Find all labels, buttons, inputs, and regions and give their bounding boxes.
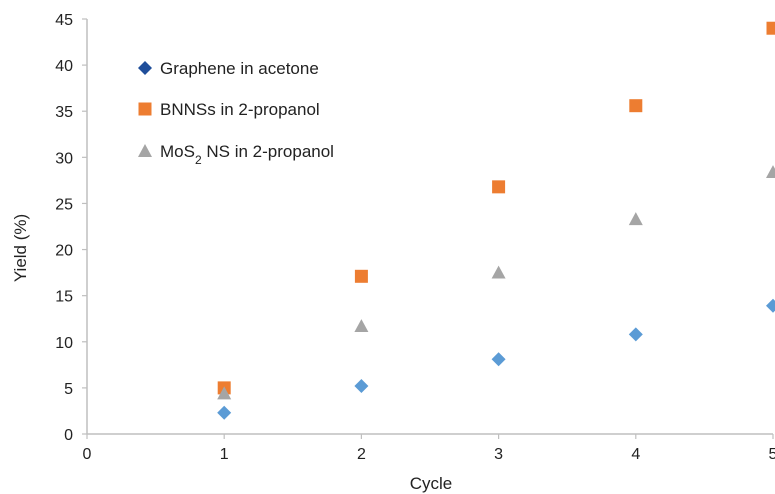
legend-label: MoS2 NS in 2-propanol	[160, 142, 334, 167]
legend-label: BNNSs in 2-propanol	[160, 100, 320, 119]
y-tick-label: 45	[55, 12, 73, 29]
x-tick-label: 2	[357, 446, 366, 463]
y-tick-label: 5	[64, 381, 73, 398]
data-point-triangle	[354, 319, 369, 333]
x-axis-label: Cycle	[410, 474, 453, 493]
y-tick-label: 40	[55, 58, 73, 75]
data-point-triangle	[217, 386, 232, 400]
x-tick-label: 0	[83, 446, 92, 463]
data-point-diamond	[628, 327, 643, 342]
legend-marker-triangle	[138, 144, 152, 157]
legend: Graphene in acetone BNNSs in 2-propanol Mo…	[138, 59, 334, 167]
x-tick-label: 3	[494, 446, 503, 463]
data-point-diamond	[354, 379, 369, 394]
legend-label: Graphene in acetone	[160, 59, 319, 78]
data-points	[217, 21, 775, 420]
y-tick-label: 15	[55, 289, 73, 306]
axes	[86, 19, 773, 435]
data-point-square	[766, 21, 775, 35]
data-point-square	[492, 180, 506, 194]
legend-marker-square	[138, 102, 152, 116]
legend-marker-diamond	[138, 61, 152, 75]
x-tick-labels: 0 1 2 3 4 5	[83, 434, 775, 463]
y-tick-label: 35	[55, 104, 73, 121]
data-point-square	[629, 99, 643, 113]
data-point-triangle	[491, 265, 506, 279]
y-tick-label: 10	[55, 335, 73, 352]
x-tick-label: 5	[769, 446, 775, 463]
y-tick-labels: 0 5 10 15 20 25 30 35 40 45	[55, 12, 87, 444]
y-tick-label: 30	[55, 150, 73, 167]
data-point-diamond	[217, 405, 232, 420]
x-tick-label: 4	[631, 446, 640, 463]
x-tick-label: 1	[220, 446, 229, 463]
y-axis-label: Yield (%)	[11, 214, 30, 282]
data-point-square	[354, 269, 368, 283]
data-point-diamond	[766, 298, 775, 313]
data-point-triangle	[766, 165, 775, 179]
data-point-diamond	[491, 352, 506, 367]
y-tick-label: 25	[55, 196, 73, 213]
data-point-triangle	[628, 212, 643, 226]
y-tick-label: 20	[55, 243, 73, 260]
y-tick-label: 0	[64, 427, 73, 444]
